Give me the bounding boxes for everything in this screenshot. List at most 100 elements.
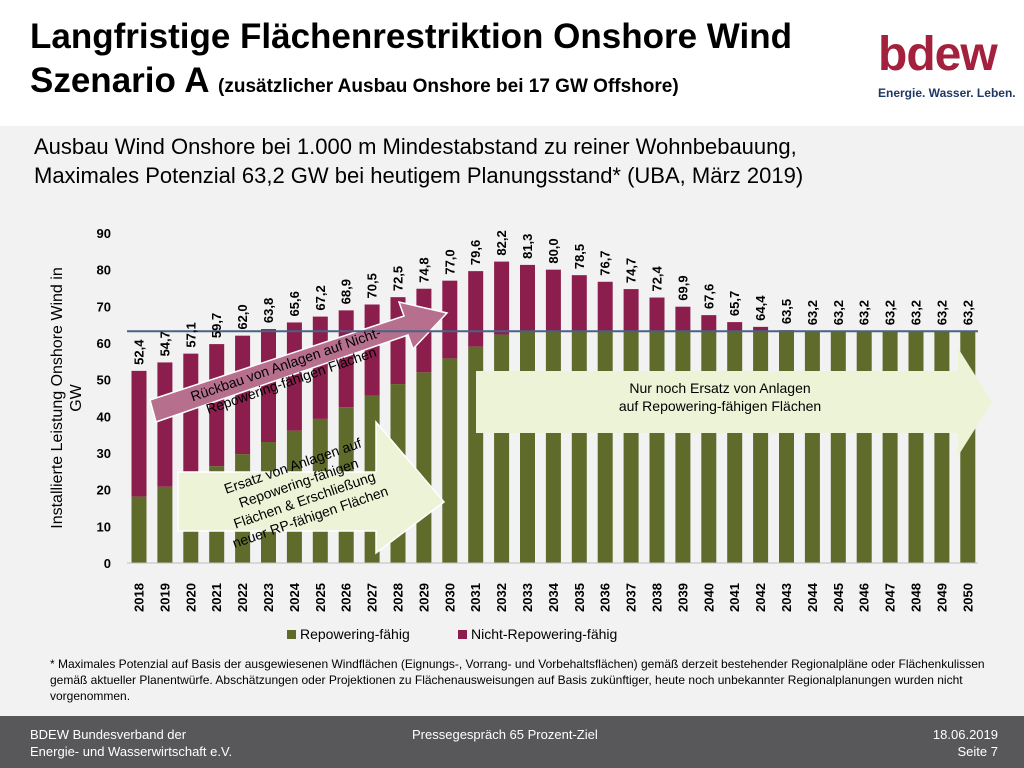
y-tick-label: 0: [104, 556, 111, 571]
chart-subtitle-line2: Maximales Potenzial 63,2 GW bei heutigem…: [34, 163, 804, 188]
x-tick-label: 2044: [805, 582, 820, 612]
bar-non-repowering: [494, 261, 510, 335]
bar-repowering: [727, 331, 743, 563]
footer-page: Seite 7: [957, 744, 998, 759]
bdew-logo-tagline: Energie. Wasser. Leben.: [878, 86, 1016, 100]
bdew-logo-wordmark: bdew: [878, 28, 998, 81]
bar-repowering: [908, 331, 924, 563]
bar-total-label: 74,8: [416, 257, 431, 282]
x-tick-label: 2041: [727, 583, 742, 612]
x-tick-label: 2046: [857, 583, 872, 612]
x-tick-label: 2027: [365, 583, 380, 612]
bar-non-repowering: [442, 280, 458, 359]
footnote: * Maximales Potenzial auf Basis der ausg…: [50, 657, 985, 703]
bar-total-label: 63,2: [909, 300, 924, 325]
bar-total-label: 63,2: [960, 300, 975, 325]
x-tick-label: 2047: [883, 583, 898, 612]
bar-total-label: 52,4: [132, 339, 147, 365]
x-tick-label: 2040: [701, 583, 716, 612]
bar-total-label: 81,3: [520, 234, 535, 259]
bar-total-label: 68,9: [339, 279, 354, 304]
x-tick-label: 2037: [624, 583, 639, 612]
x-tick-label: 2028: [391, 583, 406, 612]
y-tick-label: 50: [97, 373, 111, 388]
bar-total-label: 59,7: [209, 313, 224, 338]
bar-total-label: 63,5: [779, 299, 794, 324]
bar-non-repowering: [468, 271, 484, 347]
bar-total-label: 67,6: [701, 284, 716, 309]
bar-non-repowering: [753, 326, 769, 332]
bar-repowering: [856, 331, 872, 563]
slide-title-main: Szenario A: [30, 61, 209, 100]
bar-total-label: 63,2: [934, 300, 949, 325]
chart-subtitle: Ausbau Wind Onshore bei 1.000 m Mindesta…: [34, 132, 994, 190]
x-tick-label: 2038: [650, 583, 665, 612]
bar-repowering: [753, 331, 769, 563]
y-tick-label: 90: [97, 226, 111, 241]
bar-non-repowering: [520, 264, 535, 332]
x-tick-label: 2045: [831, 583, 846, 612]
x-tick-label: 2033: [520, 583, 535, 612]
bar-repowering: [597, 331, 613, 563]
slide-title-line1: Langfristige Flächenrestriktion Onshore …: [30, 17, 793, 56]
bar-total-label: 82,2: [494, 230, 509, 255]
bar-total-label: 72,5: [391, 266, 406, 291]
y-tick-label: 80: [97, 263, 111, 278]
legend-swatch-non-repowering: [458, 630, 467, 639]
slide-title-line2: Szenario A (zusätzlicher Ausbau Onshore …: [30, 61, 679, 107]
bar-repowering: [701, 331, 717, 563]
bar-non-repowering: [727, 322, 743, 332]
x-tick-label: 2029: [416, 583, 431, 612]
footer-event: Pressegespräch 65 Prozent-Ziel: [412, 727, 598, 742]
bar-non-repowering: [183, 353, 199, 478]
bar-non-repowering: [235, 335, 251, 455]
bar-non-repowering: [675, 306, 691, 332]
bar-total-label: 77,0: [442, 249, 457, 274]
bar-non-repowering: [131, 370, 147, 497]
y-tick-label: 20: [97, 483, 111, 498]
x-tick-label: 2048: [909, 583, 924, 612]
arrow-nur-ersatz: [476, 348, 992, 456]
footer-org-line1: BDEW Bundesverband der: [30, 727, 187, 742]
bar-total-label: 54,7: [157, 331, 172, 356]
bar-total-label: 63,2: [831, 300, 846, 325]
bar-repowering: [934, 331, 950, 563]
bar-total-label: 76,7: [598, 250, 613, 275]
bar-non-repowering: [261, 329, 276, 442]
legend-label-non-repowering: Nicht-Repowering-fähig: [471, 626, 617, 642]
bar-repowering: [131, 496, 147, 563]
bar-repowering: [675, 331, 691, 563]
x-tick-label: 2026: [339, 583, 354, 612]
bar-repowering: [494, 334, 510, 563]
x-tick-label: 2031: [468, 583, 483, 612]
y-tick-label: 70: [97, 299, 111, 314]
bar-total-label: 80,0: [546, 238, 561, 263]
footer-org-line2: Energie- und Wasserwirtschaft e.V.: [30, 744, 233, 759]
x-tick-label: 2043: [779, 583, 794, 612]
bar-repowering: [830, 331, 846, 563]
bar-repowering: [157, 486, 173, 563]
slide-header: Langfristige Flächenrestriktion Onshore …: [0, 0, 1024, 126]
bar-repowering: [649, 331, 665, 563]
bar-non-repowering: [597, 281, 613, 332]
footer-date: 18.06.2019: [932, 727, 998, 742]
bar-repowering: [545, 331, 561, 563]
bar-repowering: [882, 331, 898, 563]
bar-repowering: [779, 331, 794, 563]
bar-repowering: [623, 331, 639, 563]
bar-repowering: [571, 331, 587, 563]
y-tick-label: 30: [97, 446, 111, 461]
x-tick-label: 2019: [157, 583, 172, 612]
arrow-nur-ersatz-label: Nur noch Ersatz von Anlagen auf Repowerin…: [619, 380, 821, 414]
bar-total-label: 63,2: [883, 300, 898, 325]
bar-total-label: 78,5: [572, 244, 587, 269]
bar-total-label: 57,1: [183, 322, 198, 347]
legend-swatch-repowering: [287, 630, 296, 639]
x-tick-label: 2050: [960, 583, 975, 612]
y-tick-label: 40: [97, 409, 111, 424]
footer-meta: 18.06.2019 Seite 7: [933, 726, 998, 760]
x-tick-label: 2021: [209, 583, 224, 612]
slide-title-subtitle: (zusätzlicher Ausbau Onshore bei 17 GW O…: [218, 76, 679, 97]
bar-non-repowering: [701, 315, 717, 332]
x-tick-label: 2035: [572, 583, 587, 612]
